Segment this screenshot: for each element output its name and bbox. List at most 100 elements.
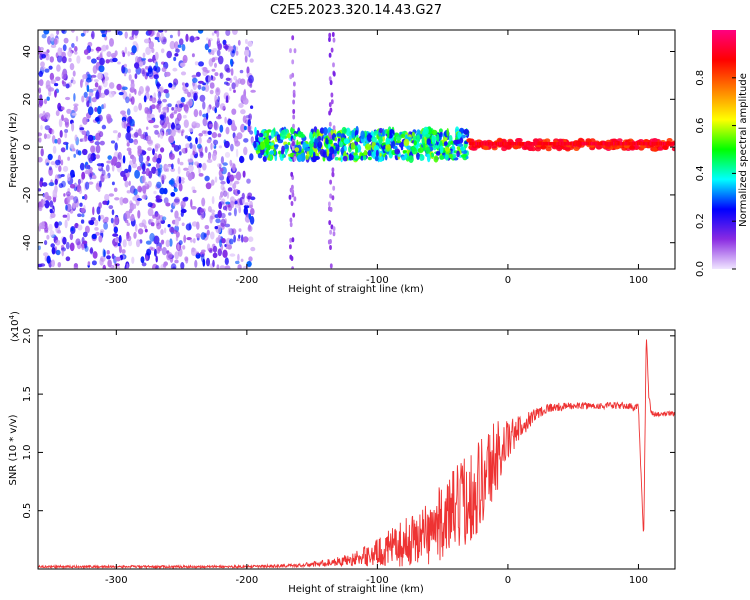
spectrogram-cell [149, 232, 155, 242]
spectrogram-cell [331, 153, 335, 159]
spectrogram-cell [455, 139, 461, 145]
spectrogram-cell [323, 127, 328, 135]
spectrogram-cell [404, 152, 408, 159]
spectrogram-cell [148, 119, 155, 124]
spectrogram-cell [87, 106, 94, 116]
spectrogram-cell [219, 195, 222, 200]
spectrogram-cell [560, 141, 563, 146]
spectrogram-cell [613, 141, 616, 146]
spectrogram-cell [84, 170, 90, 175]
spectrogram-cell [180, 262, 185, 269]
spectrogram-cell [136, 166, 142, 171]
spectrogram-cell [149, 246, 154, 250]
spectrogram-cell [125, 132, 132, 141]
spectrogram-cell [41, 34, 47, 39]
spectrogram-cell [450, 140, 454, 145]
spectrogram-cell [292, 123, 295, 129]
spectrogram-cell [444, 147, 450, 152]
spectrogram-cell [98, 215, 101, 222]
spectrogram-cell [145, 46, 152, 56]
spectrogram-cell [394, 148, 401, 155]
spectrogram-cell [378, 127, 383, 134]
spectrogram-cell [187, 159, 194, 163]
spectrogram-cell [658, 141, 661, 146]
spectrogram-cell [68, 57, 72, 63]
spectrogram-cell [579, 141, 581, 146]
spectrogram-cell [229, 87, 232, 92]
spectrogram-cell [206, 243, 211, 251]
spectrogram-cell [636, 141, 639, 146]
spectrogram-cell [642, 141, 644, 146]
spectrogram-cell [535, 141, 537, 146]
spectrogram-cell [198, 173, 204, 177]
spectrogram-cell [127, 51, 131, 57]
spectrogram-cell [431, 129, 438, 136]
spectrogram-cell [147, 69, 154, 78]
spectrogram-cell [198, 166, 201, 175]
spectrogram-cell [207, 39, 211, 48]
spectrogram-cell [635, 141, 638, 146]
spectrogram-cell [334, 137, 338, 142]
spectrogram-cell [501, 146, 508, 152]
spectrogram-cell [578, 141, 580, 146]
spectrogram-cell [105, 164, 110, 172]
spectrogram-cell [88, 181, 94, 185]
spectrogram-cell [610, 141, 613, 146]
spectrogram-cell [124, 219, 129, 224]
spectrogram-cell [574, 141, 576, 146]
snr-panel: -300 -200 -100 0 100 0.5 1.0 1.5 2.0 Height of … [8, 311, 676, 595]
spectrogram-cell [129, 160, 133, 166]
spectrogram-cell [290, 201, 294, 206]
spectrogram-cell [115, 256, 121, 262]
spectrogram-cell [524, 141, 526, 146]
spectrogram-cell [71, 148, 76, 152]
spectrogram-cell [125, 96, 130, 104]
spectrogram-cell [259, 141, 265, 151]
spectrogram-cell [105, 59, 110, 64]
spectrogram-cell [61, 56, 67, 64]
spectrogram-cell [93, 79, 99, 83]
spectrogram-cell [51, 246, 56, 255]
spectrogram-cell [165, 91, 170, 99]
spectrogram-cell [329, 239, 332, 244]
spectrogram-cell [671, 141, 673, 146]
spectrogram-cell [631, 141, 634, 146]
spectrogram-cell [330, 99, 334, 105]
spectrogram-cell [433, 155, 439, 163]
spectrogram-cell [103, 103, 107, 109]
spectrogram-cell [80, 32, 85, 37]
spectrogram-cell [183, 167, 189, 171]
spectrogram-cell [531, 141, 533, 146]
spectrogram-cell [630, 141, 632, 146]
spectrogram-cell [237, 253, 240, 262]
spectrogram-cell [332, 71, 336, 77]
spectrogram-cell [81, 95, 85, 103]
spectrogram-cell [219, 265, 226, 269]
spectrogram-cell [73, 103, 79, 107]
spectrogram-cell [66, 108, 72, 114]
spectrogram-cell [328, 37, 331, 42]
spectrogram-cell [199, 94, 206, 102]
spectrogram-cell [137, 210, 141, 219]
spectrogram-cell [570, 141, 572, 146]
spectrogram-cell [157, 98, 162, 106]
spectrogram-x-label: Height of straight line (km) [288, 284, 424, 295]
spectrogram-cell [208, 49, 212, 53]
spectrogram-cell [51, 259, 55, 268]
spectrogram-cell [629, 145, 635, 150]
spectrogram-cell [218, 145, 223, 149]
spectrogram-cell [432, 144, 437, 151]
spectrogram-cell [233, 75, 238, 81]
spectrogram-cell [661, 141, 664, 146]
spectrogram-cell [293, 156, 297, 162]
spectrogram-cell [393, 135, 397, 142]
spectrogram-cell [523, 141, 525, 146]
spectrogram-cell [154, 129, 159, 135]
spectrogram-cell [329, 245, 332, 250]
spectrogram-cell [124, 32, 128, 38]
spectrogram-cell [328, 138, 333, 145]
spectrogram-cell [117, 61, 121, 65]
spectrogram-cell [505, 145, 512, 150]
spectrogram-cell [646, 141, 648, 146]
